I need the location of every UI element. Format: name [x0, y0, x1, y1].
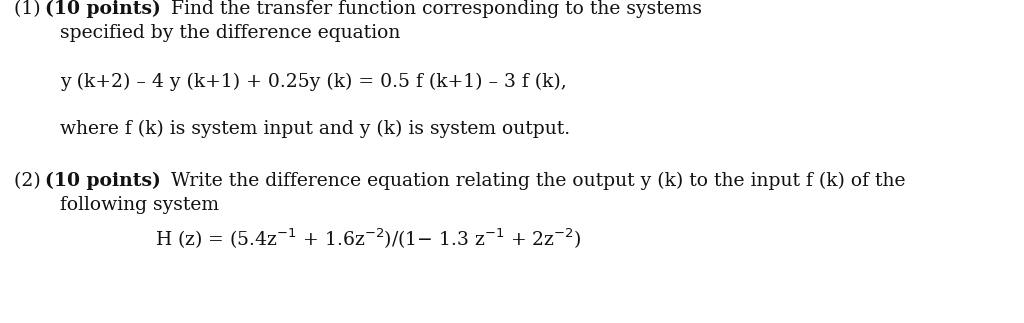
Text: where f (k) is system input and y (k) is system output.: where f (k) is system input and y (k) is…	[60, 120, 570, 138]
Text: (10 points): (10 points)	[45, 172, 161, 190]
Text: (2): (2)	[14, 172, 47, 190]
Text: following system: following system	[60, 196, 219, 214]
Text: H (z) = (5.4z$^{-1}$ + 1.6z$^{-2}$)/(1$-$ 1.3 z$^{-1}$ + 2z$^{-2}$): H (z) = (5.4z$^{-1}$ + 1.6z$^{-2}$)/(1$-…	[155, 227, 582, 251]
Text: (1): (1)	[14, 0, 47, 18]
Text: specified by the difference equation: specified by the difference equation	[60, 24, 400, 42]
Text: (10 points): (10 points)	[45, 0, 161, 18]
Text: Find the transfer function corresponding to the systems: Find the transfer function corresponding…	[165, 0, 702, 18]
Text: Write the difference equation relating the output y (k) to the input f (k) of th: Write the difference equation relating t…	[165, 172, 905, 190]
Text: y (k+2) – 4 y (k+1) + 0.25y (k) = 0.5 f (k+1) – 3 f (k),: y (k+2) – 4 y (k+1) + 0.25y (k) = 0.5 f …	[60, 73, 566, 91]
